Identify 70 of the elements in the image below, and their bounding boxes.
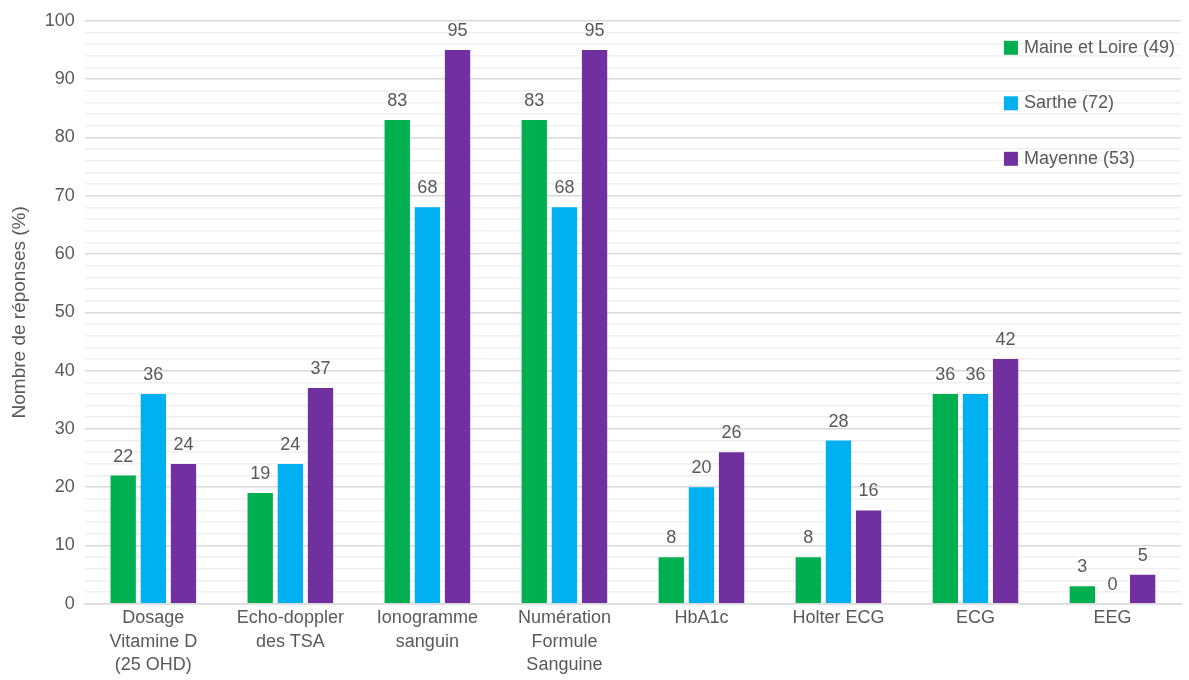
legend-label: Maine et Loire (49): [1023, 36, 1175, 57]
y-tick-label: 50: [54, 301, 75, 322]
bar: [384, 119, 410, 604]
y-tick-label: 70: [54, 184, 75, 205]
data-label: 83: [387, 89, 408, 110]
bar: [170, 463, 197, 604]
data-label: 26: [721, 422, 742, 443]
bar: [110, 475, 136, 604]
bar: [1129, 574, 1156, 604]
bar: [414, 207, 441, 604]
data-label: 19: [250, 463, 271, 483]
y-tick-label: 0: [64, 592, 75, 613]
data-label: 28: [828, 410, 849, 431]
x-tick-label: Echo-doppler des TSA: [236, 607, 344, 651]
data-label: 36: [965, 363, 986, 384]
bar: [825, 440, 852, 604]
bar: [932, 393, 958, 604]
y-tick-label: 30: [54, 417, 75, 438]
x-tick-label: Dosage Vitamine D (25 OHD): [109, 607, 198, 675]
data-label: 24: [280, 433, 301, 454]
legend-label: Mayenne (53): [1023, 147, 1135, 168]
x-tick-label: Ionogramme sanguin: [376, 607, 478, 651]
bar: [444, 49, 471, 604]
bar: [551, 207, 578, 604]
x-tick-label: Numération Formule Sanguine: [517, 607, 611, 675]
data-label: 5: [1137, 544, 1148, 565]
data-label: 0: [1107, 573, 1118, 594]
data-label: 83: [524, 89, 545, 110]
data-label: 37: [310, 358, 331, 379]
bar: [992, 358, 1019, 604]
y-tick-label: 90: [54, 68, 75, 89]
x-tick-label: EEG: [1093, 607, 1132, 628]
bar: [277, 463, 304, 604]
bar: [247, 493, 273, 604]
data-label: 3: [1077, 556, 1088, 577]
data-label: 36: [143, 363, 164, 384]
data-label: 42: [995, 328, 1016, 349]
x-tick-label: HbA1c: [674, 607, 729, 628]
y-tick-label: 100: [44, 9, 75, 30]
bar: [795, 557, 821, 604]
y-tick-label: 20: [54, 476, 75, 497]
data-label: 22: [113, 445, 134, 466]
y-tick-label: 80: [54, 126, 75, 147]
bar: [307, 388, 334, 604]
x-tick-label: Holter ECG: [792, 607, 885, 628]
bar: [140, 393, 166, 604]
y-tick-label: 10: [54, 534, 75, 555]
bar: [521, 119, 547, 604]
bar: [855, 510, 882, 604]
bar: [718, 452, 745, 604]
y-axis-title: Nombre de réponses (%): [7, 206, 29, 419]
data-label: 24: [173, 433, 194, 454]
bar: [581, 49, 608, 604]
bar: [688, 487, 715, 604]
y-tick-label: 40: [54, 359, 75, 380]
x-tick-label: ECG: [955, 607, 995, 628]
bar: [658, 557, 684, 604]
data-label: 95: [447, 19, 468, 40]
data-label: 68: [554, 177, 575, 198]
bar: [1069, 586, 1096, 604]
data-label: 95: [584, 19, 605, 40]
bar: [962, 393, 989, 604]
data-label: 8: [803, 527, 814, 548]
data-label: 8: [666, 527, 677, 548]
data-label: 16: [858, 480, 879, 501]
data-label: 20: [691, 457, 712, 478]
y-tick-label: 60: [54, 242, 75, 263]
legend-label: Sarthe (72): [1023, 92, 1114, 113]
data-label: 68: [417, 177, 438, 198]
data-label: 36: [935, 363, 956, 384]
